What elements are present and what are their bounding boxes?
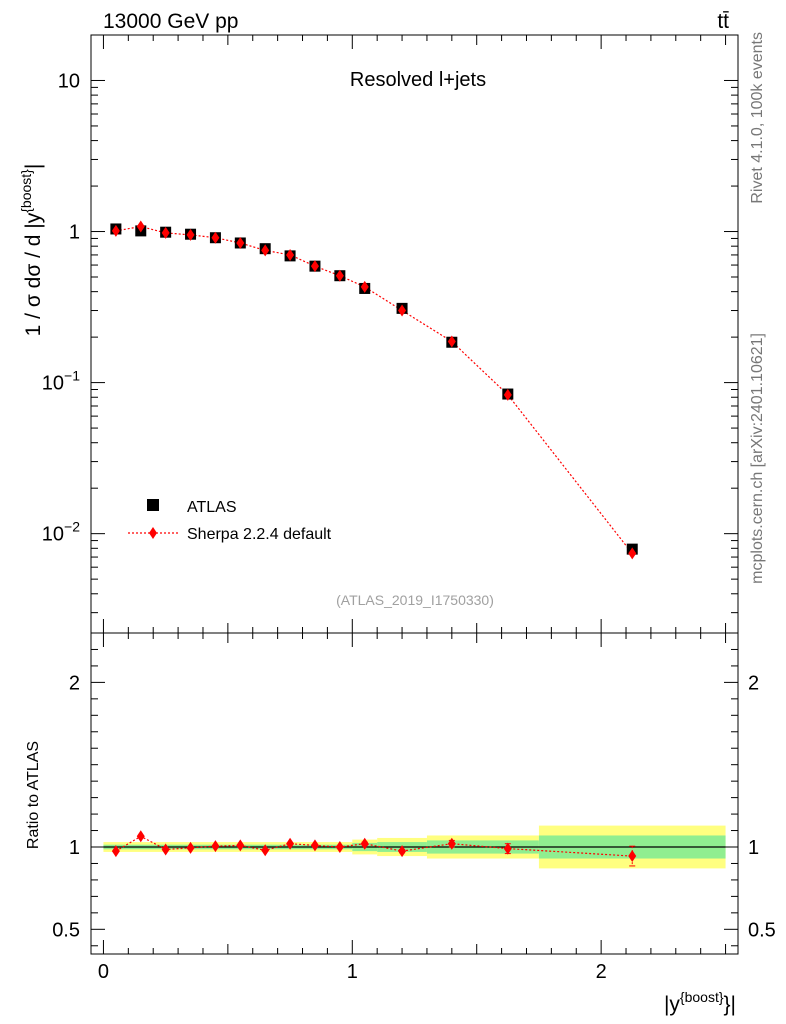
sherpa-point — [398, 304, 407, 317]
ratio-frame — [90, 632, 739, 955]
header-left: 13000 GeV pp — [103, 10, 238, 33]
ratio-sherpa-point — [398, 845, 407, 858]
ratio-y-tick-label: 0.5 — [52, 919, 80, 941]
ratio-sherpa-point — [360, 837, 369, 850]
main-frame — [90, 34, 739, 634]
ratio-y-axis-label: Ratio to ATLAS — [25, 741, 42, 849]
ratio-sherpa-point — [111, 845, 120, 858]
ratio-x-tick-labels: 0 1 2 — [98, 961, 607, 983]
ratio-sherpa-point — [261, 844, 270, 857]
legend: ATLAS Sherpa 2.2.4 default — [128, 499, 332, 543]
main-y-tick-label: 10 — [58, 70, 80, 92]
mcplots-label: mcplots.cern.ch [arXiv:2401.10621] — [749, 333, 766, 584]
sherpa-point — [335, 269, 344, 282]
main-ticks — [91, 34, 738, 633]
ratio-sherpa-point — [310, 839, 319, 852]
header-right: tt̄ — [717, 10, 729, 33]
ratio-sherpa-point — [286, 837, 295, 850]
sherpa-point — [360, 280, 369, 293]
sherpa-point — [503, 388, 512, 401]
ratio-sherpa-point — [136, 830, 145, 843]
x-tick-label: 2 — [596, 961, 607, 983]
main-title: Resolved l+jets — [350, 69, 486, 91]
ratio-sherpa-point — [503, 842, 512, 855]
legend-sherpa-label: Sherpa 2.2.4 default — [187, 526, 332, 543]
ratio-panel: 0.5 0.5 1 1 2 2 0 1 2 Ratio to ATLAS |y{boost}}… — [25, 632, 776, 1016]
ratio-sherpa-point — [447, 837, 456, 850]
ratio-ticks — [91, 632, 738, 954]
svg-text:|y{boost}}|: |y{boost}}| — [664, 989, 736, 1016]
legend-atlas-marker — [147, 499, 159, 511]
main-y-tick-labels: 10−2 10−1 1 10 — [42, 70, 80, 545]
ratio-sherpa-point — [628, 850, 637, 863]
main-y-tick-label: 10−1 — [42, 368, 80, 395]
ratio-y-tick-labels: 0.5 0.5 1 1 2 2 — [52, 672, 776, 941]
main-y-tick-label: 10−2 — [42, 519, 80, 546]
sherpa-point — [211, 231, 220, 244]
ratio-sherpa-line — [115, 835, 633, 857]
legend-atlas-label: ATLAS — [187, 499, 237, 516]
ratio-data — [111, 830, 637, 867]
x-tick-label: 1 — [347, 961, 358, 983]
ratio-y-tick-label-right: 0.5 — [748, 919, 776, 941]
sherpa-point — [286, 248, 295, 261]
rivet-label: Rivet 4.1.0, 100k events — [749, 32, 766, 204]
main-data — [110, 220, 638, 560]
sherpa-point — [310, 260, 319, 273]
ratio-y-tick-label-right: 1 — [748, 837, 759, 859]
sherpa-point — [136, 220, 145, 233]
ratio-y-tick-label: 1 — [69, 837, 80, 859]
sherpa-point — [236, 236, 245, 249]
svg-text:1 / σ dσ / d |y{boost}|: 1 / σ dσ / d |y{boost}| — [18, 164, 45, 337]
sherpa-point — [186, 228, 195, 241]
sherpa-point — [261, 244, 270, 257]
sherpa-point — [161, 226, 170, 239]
ratio-sherpa-point — [236, 839, 245, 852]
x-axis-label: |y{boost}}| — [664, 989, 736, 1016]
x-tick-label: 0 — [98, 961, 109, 983]
sherpa-point — [111, 224, 120, 237]
ratio-y-tick-label-right: 2 — [748, 672, 759, 694]
sherpa-point — [447, 335, 456, 348]
ratio-y-tick-label: 2 — [69, 672, 80, 694]
main-y-axis-label: 1 / σ dσ / d |y{boost}| — [18, 164, 45, 337]
ratio-sherpa-point — [186, 841, 195, 854]
ratio-sherpa-point — [161, 843, 170, 856]
sherpa-point — [628, 547, 637, 560]
ratio-sherpa-point — [211, 840, 220, 853]
main-panel: Resolved l+jets (ATLAS_2019_I1750330) AT… — [18, 34, 739, 634]
main-y-tick-label: 1 — [69, 222, 80, 244]
watermark: (ATLAS_2019_I1750330) — [336, 592, 494, 608]
legend-sherpa-marker — [149, 527, 157, 539]
ratio-sherpa-point — [335, 841, 344, 853]
